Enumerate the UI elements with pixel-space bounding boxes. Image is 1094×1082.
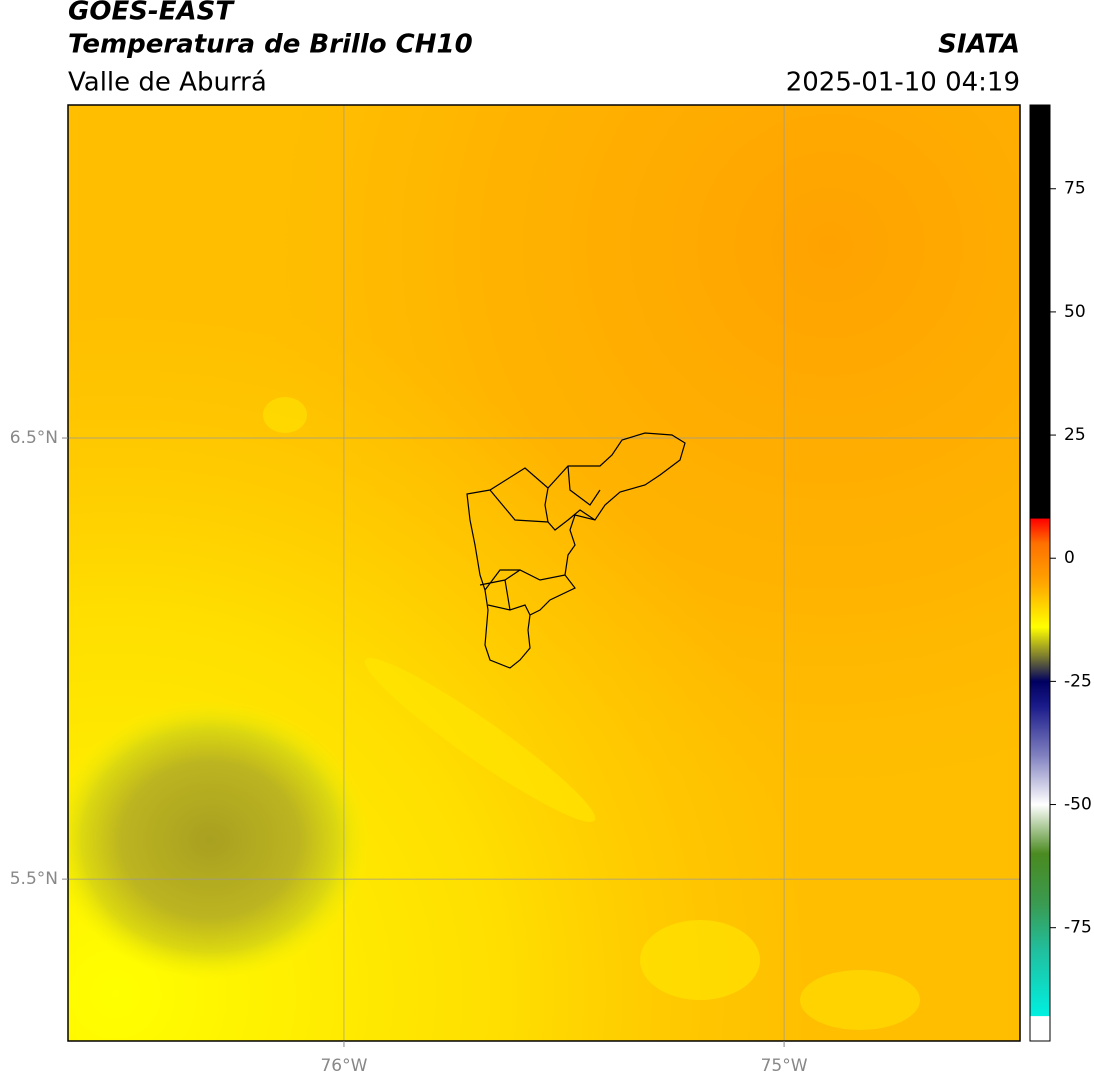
- title: GOES-EAST: [68, 0, 235, 27]
- colorbar-tick-label: 75: [1064, 179, 1086, 199]
- raster-cloud: [68, 700, 370, 980]
- timestamp: 2025-01-10 04:19: [786, 68, 1020, 98]
- x-tick-label: 76°W: [320, 1056, 367, 1076]
- subtitle: Temperatura de Brillo CH10: [68, 30, 473, 60]
- raster-patch: [640, 920, 760, 1000]
- municipal-boundaries: [466, 432, 686, 669]
- colorbar-tick-label: 50: [1064, 302, 1086, 322]
- source: SIATA: [938, 30, 1020, 60]
- x-tick-label: 75°W: [761, 1056, 808, 1076]
- grid: [68, 105, 1020, 1041]
- colorbar-tick-label: -25: [1064, 671, 1092, 691]
- raster-patch: [800, 970, 920, 1030]
- region: Valle de Aburrá: [68, 68, 267, 98]
- colorbar-tick-label: -75: [1064, 918, 1092, 938]
- y-tick-label: 6.5°N: [10, 428, 58, 448]
- raster-streak: [364, 658, 596, 822]
- colorbar-tick-label: 25: [1064, 425, 1086, 445]
- raster: [68, 105, 1020, 1041]
- colorbar-tick-label: 0: [1064, 548, 1075, 568]
- raster-patch: [263, 397, 307, 433]
- colorbar: [1029, 104, 1051, 1042]
- y-tick-label: 5.5°N: [10, 869, 58, 889]
- map-frame: [67, 104, 1021, 1042]
- colorbar-tick-label: -50: [1064, 795, 1092, 815]
